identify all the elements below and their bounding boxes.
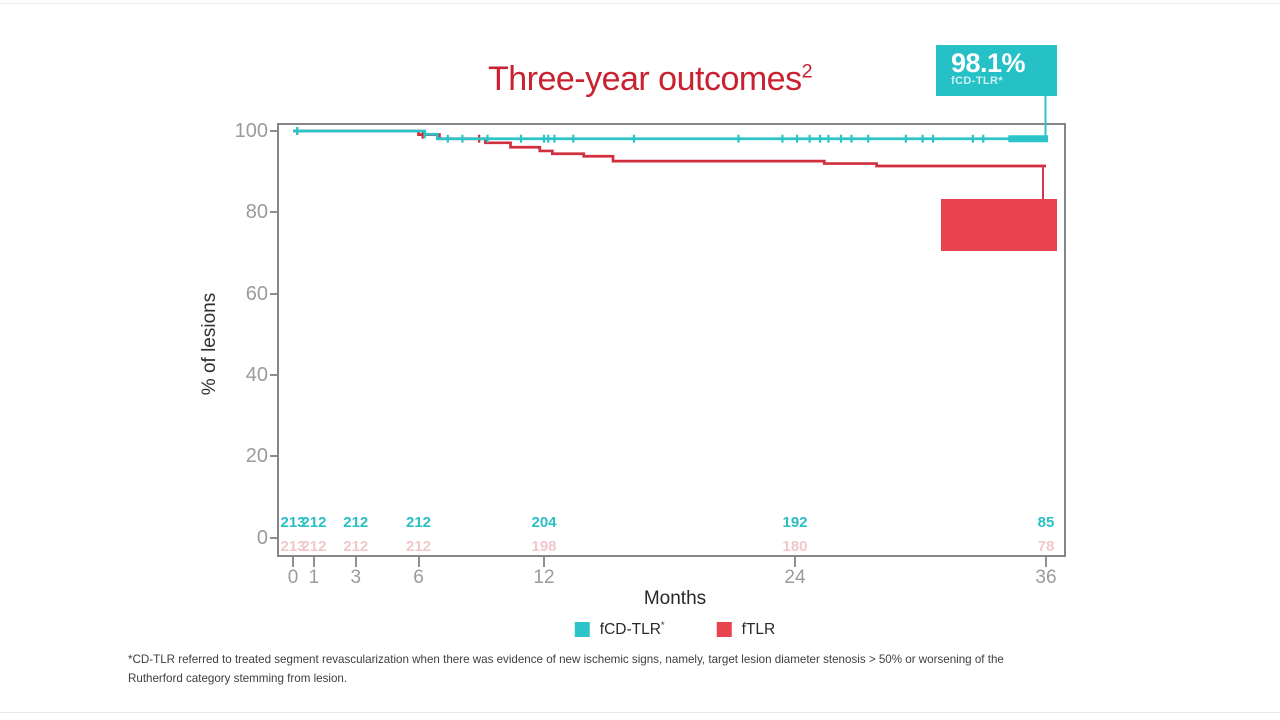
x-tick-label-3: 3: [350, 567, 362, 588]
y-tick-mark-60: [270, 292, 277, 295]
at-risk-fcdtlr-m24: 192: [782, 514, 808, 531]
at-risk-fcdtlr-m36: 85: [1037, 514, 1055, 531]
x-tick-mark-36: [1045, 557, 1047, 567]
at-risk-ftlr-m12: 198: [531, 537, 557, 555]
y-tick-label-100: 100: [234, 120, 268, 142]
x-tick-label-36: 36: [1035, 567, 1057, 588]
at-risk-ftlr-m6: 212: [405, 537, 432, 555]
at-risk-ftlr-m1: 212: [301, 537, 327, 555]
x-tick-mark-12: [543, 557, 545, 567]
y-tick-label-0: 0: [256, 526, 268, 549]
x-tick-mark-1: [312, 557, 315, 567]
at-risk-ftlr-m0: 213: [280, 537, 306, 555]
y-tick-label-80: 80: [245, 201, 268, 224]
legend-item-fcdtlr: fCD-TLR*: [574, 620, 665, 639]
bottom-hairline: [0, 712, 1280, 713]
y-tick-mark-20: [270, 455, 277, 458]
chart-title: Three-year outcomes2: [487, 60, 813, 99]
top-hairline: [0, 3, 1280, 4]
fcd-tlr-callout-label: fCD-TLR*: [951, 75, 1004, 87]
y-tick-mark-100: [270, 130, 277, 132]
y-tick-label-60: 60: [245, 282, 268, 305]
at-risk-fcdtlr-m1: 212: [301, 514, 327, 531]
x-tick-mark-24: [794, 557, 796, 567]
footnote-line-2: Rutherford category stemming from lesion…: [128, 671, 348, 685]
plot-area-frame: [277, 123, 1066, 557]
footnote-line-1: *CD-TLR referred to treated segment reva…: [128, 653, 1004, 666]
y-tick-mark-80: [270, 211, 277, 214]
at-risk-fcdtlr-m12: 204: [531, 514, 557, 531]
legend: fCD-TLR* fTLR: [574, 620, 776, 639]
legend-label-fcdtlr: fCD-TLR*: [599, 620, 665, 639]
y-tick-label-20: 20: [245, 445, 268, 468]
at-risk-ftlr-m24: 180: [782, 537, 808, 555]
at-risk-fcdtlr-m0: 213: [280, 514, 306, 531]
x-tick-label-24: 24: [784, 567, 806, 588]
legend-label-superscript: *: [660, 620, 665, 631]
legend-swatch-fcdtlr: [574, 622, 590, 638]
x-tick-mark-3: [354, 557, 357, 567]
ftlr-callout-box: [941, 199, 1057, 251]
x-tick-label-12: 12: [533, 567, 555, 588]
at-risk-ftlr-m36: 78: [1037, 537, 1055, 555]
at-risk-fcdtlr-m6: 212: [405, 514, 432, 531]
x-tick-label-1: 1: [308, 567, 320, 588]
at-risk-ftlr-m3: 212: [343, 537, 369, 555]
x-tick-label-0: 0: [287, 567, 299, 588]
legend-swatch-ftlr: [716, 622, 732, 638]
legend-label-ftlr: fTLR: [741, 620, 776, 638]
footnote: *CD-TLR referred to treated segment reva…: [128, 651, 1168, 688]
x-axis-title: Months: [643, 588, 707, 609]
y-tick-mark-40: [270, 374, 277, 377]
x-tick-mark-0: [292, 557, 294, 567]
x-tick-label-6: 6: [413, 567, 424, 588]
at-risk-fcdtlr-m3: 212: [343, 514, 369, 531]
fcd-tlr-callout: 98.1% fCD-TLR*: [936, 45, 1057, 96]
chart-title-superscript: 2: [801, 60, 813, 83]
legend-item-ftlr: fTLR: [716, 620, 776, 639]
x-tick-mark-6: [417, 557, 420, 567]
chart-title-text: Three-year outcomes: [487, 60, 802, 98]
y-tick-label-40: 40: [245, 364, 268, 387]
fcd-tlr-callout-value: 98.1%: [951, 48, 1026, 78]
y-tick-mark-0: [270, 536, 277, 539]
